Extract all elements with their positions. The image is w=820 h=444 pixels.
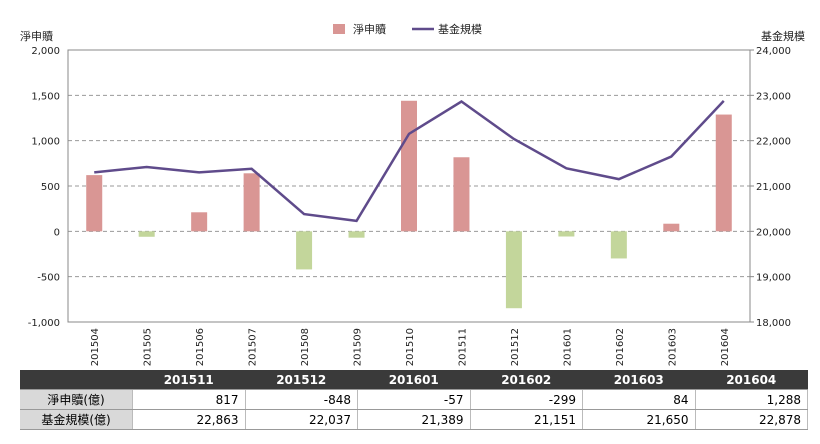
plot-frame (67, 49, 751, 323)
data-table: 201511 201512 201601 201602 201603 201604 淨申贖(… (20, 370, 808, 430)
table-cell: 21,151 (470, 409, 583, 430)
y2-tick-label: 22,000 (756, 137, 791, 148)
y-tick-label: 500 (41, 182, 60, 193)
bar (663, 223, 680, 232)
table-header-cell: 201511 (132, 370, 245, 390)
x-tick-label: 201604 (720, 328, 731, 366)
table-cell: 84 (582, 389, 696, 410)
table-header-cell: 201512 (245, 370, 358, 390)
y-tick-label: 1,000 (31, 137, 60, 148)
y-tick-label: -1,000 (28, 318, 60, 329)
x-tick-label: 201507 (248, 328, 259, 366)
x-tick-label: 201509 (353, 328, 364, 366)
y2-tick-label: 23,000 (756, 91, 791, 102)
table-cell: 817 (132, 389, 246, 410)
bar (348, 231, 365, 238)
chart: 淨申贖 基金規模 -1,000 -500 0 500 1,000 1,500 2,000 18… (20, 22, 805, 366)
bar (191, 212, 208, 232)
table-row: 基金規模(億) 22,863 22,037 21,389 21,151 21,650 22,… (20, 409, 808, 430)
legend-label: 基金規模 (438, 22, 482, 36)
y2-tick-label: 24,000 (756, 46, 791, 57)
bar (401, 100, 417, 232)
table-cell: -57 (357, 389, 471, 410)
table-cell: 22,863 (132, 409, 246, 430)
table-cell: 22,037 (245, 409, 358, 430)
table-row: 淨申贖(億) 817 -848 -57 -299 84 1,288 (20, 389, 808, 410)
bar (243, 173, 260, 232)
y2-axis-label: 基金規模 (761, 29, 805, 43)
bar (610, 231, 627, 259)
line (94, 100, 725, 223)
x-tick-label: 201602 (615, 328, 626, 366)
bar (296, 231, 313, 270)
legend-label: 淨申贖 (353, 22, 386, 36)
y2-tick-label: 19,000 (756, 273, 791, 284)
table-cell: -299 (470, 389, 583, 410)
table-header-cell: 201603 (582, 370, 695, 390)
y2-tick-label: 18,000 (756, 318, 791, 329)
table-cell: 基金規模(億) (20, 409, 133, 430)
y-axis-label: 淨申贖 (20, 29, 53, 43)
y-tick-label: 2,000 (31, 46, 60, 57)
table-cell: 22,878 (695, 409, 808, 430)
table-cell: 21,389 (357, 409, 471, 430)
table-cell: 1,288 (695, 389, 808, 410)
bar (558, 231, 575, 237)
x-tick-label: 201512 (510, 328, 521, 366)
bar (453, 157, 470, 232)
table-cell: 淨申贖(億) (20, 389, 133, 410)
x-tick-label: 201601 (562, 328, 573, 366)
y-tick-label: 1,500 (31, 91, 60, 102)
x-tick-label: 201510 (405, 328, 416, 366)
bar (505, 231, 522, 309)
x-tick-label: 201506 (195, 328, 206, 366)
x-tick-label: 201511 (457, 328, 468, 366)
y-tick-label: 0 (54, 227, 60, 238)
table-cell: -848 (245, 389, 358, 410)
x-tick-label: 201508 (300, 328, 311, 366)
table-cell: 21,650 (582, 409, 696, 430)
table-header-cell: 201601 (357, 370, 470, 390)
bar (86, 175, 103, 232)
y-tick-label: -500 (37, 273, 60, 284)
table-header-cell: 201604 (695, 370, 808, 390)
table-header-cell (20, 370, 133, 390)
legend-swatch (333, 24, 345, 34)
table-header-cell: 201602 (470, 370, 583, 390)
x-tick-label: 201603 (667, 328, 678, 366)
x-tick-label: 201505 (143, 328, 154, 366)
bar (715, 114, 732, 232)
bar (138, 231, 155, 237)
y2-tick-label: 20,000 (756, 227, 791, 238)
y2-tick-label: 21,000 (756, 182, 791, 193)
x-tick-label: 201504 (90, 328, 101, 366)
